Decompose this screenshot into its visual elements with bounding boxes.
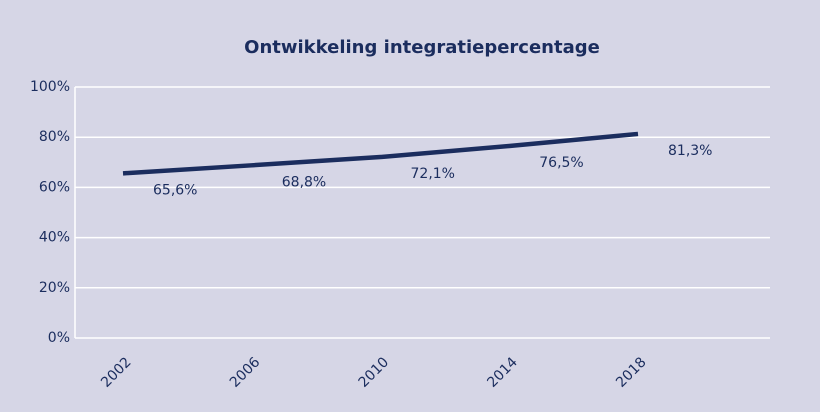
- y-tick-label: 40%: [39, 230, 70, 246]
- y-tick-label: 60%: [39, 179, 70, 195]
- y-tick-label: 80%: [39, 129, 70, 145]
- data-label: 81,3%: [668, 143, 712, 159]
- data-label: 65,6%: [153, 182, 197, 198]
- chart-title: Ontwikkeling integratiepercentage: [244, 37, 600, 58]
- y-tick-label: 20%: [39, 280, 70, 296]
- data-label: 72,1%: [411, 166, 455, 182]
- data-label: 68,8%: [282, 174, 326, 190]
- y-tick-label: 0%: [48, 330, 70, 346]
- line: [122, 131, 639, 176]
- data-label: 76,5%: [539, 155, 583, 171]
- y-tick-label: 100%: [30, 79, 70, 95]
